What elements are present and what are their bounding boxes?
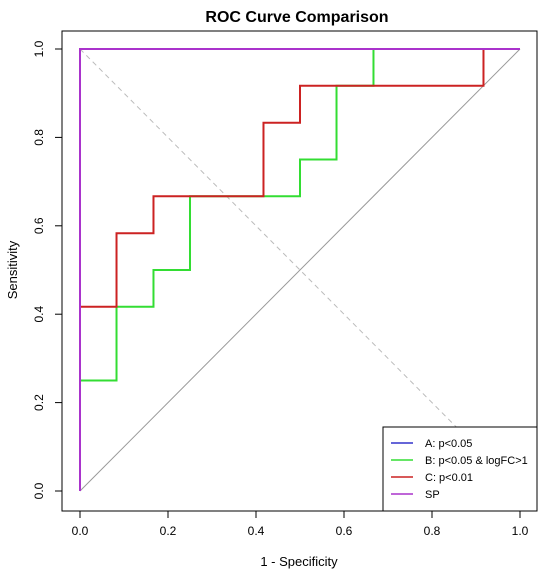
- y-tick-label: 0.0: [32, 482, 46, 499]
- x-tick-label: 1.0: [512, 524, 529, 538]
- x-tick-label: 0.4: [248, 524, 265, 538]
- x-tick-label: 0.8: [424, 524, 441, 538]
- y-tick-label: 0.4: [32, 306, 46, 323]
- legend: A: p<0.05 B: p<0.05 & logFC>1 C: p<0.01 SP: [382, 426, 538, 512]
- x-axis-label: 1 - Specificity: [260, 554, 338, 569]
- x-tick-label: 0.6: [336, 524, 353, 538]
- reference-line-dashed: [79, 48, 521, 492]
- legend-label-2: C: p<0.01: [425, 472, 473, 484]
- series-line-2: [79, 48, 520, 491]
- reference-line-diagonal: [79, 48, 521, 492]
- legend-box: [382, 426, 538, 512]
- y-tick-label: 0.8: [32, 129, 46, 146]
- x-tick-label: 0.0: [72, 524, 89, 538]
- y-axis-label: Sensitivity: [5, 240, 20, 299]
- x-tick-label: 0.2: [160, 524, 177, 538]
- legend-label-3: SP: [425, 489, 440, 501]
- legend-label-0: A: p<0.05: [425, 438, 472, 450]
- plot-frame: [61, 30, 538, 512]
- y-tick-label: 1.0: [32, 40, 46, 57]
- y-tick-label: 0.2: [32, 394, 46, 411]
- chart-title: ROC Curve Comparison: [205, 9, 388, 26]
- legend-label-1: B: p<0.05 & logFC>1: [425, 455, 528, 467]
- series-line-3: [79, 48, 520, 491]
- y-tick-label: 0.6: [32, 217, 46, 234]
- plot-area: 0.0 0.2 0.4 0.6 0.8 1.0 0.0 0.2 0.4 0.6 0.8 1.0: [32, 30, 538, 538]
